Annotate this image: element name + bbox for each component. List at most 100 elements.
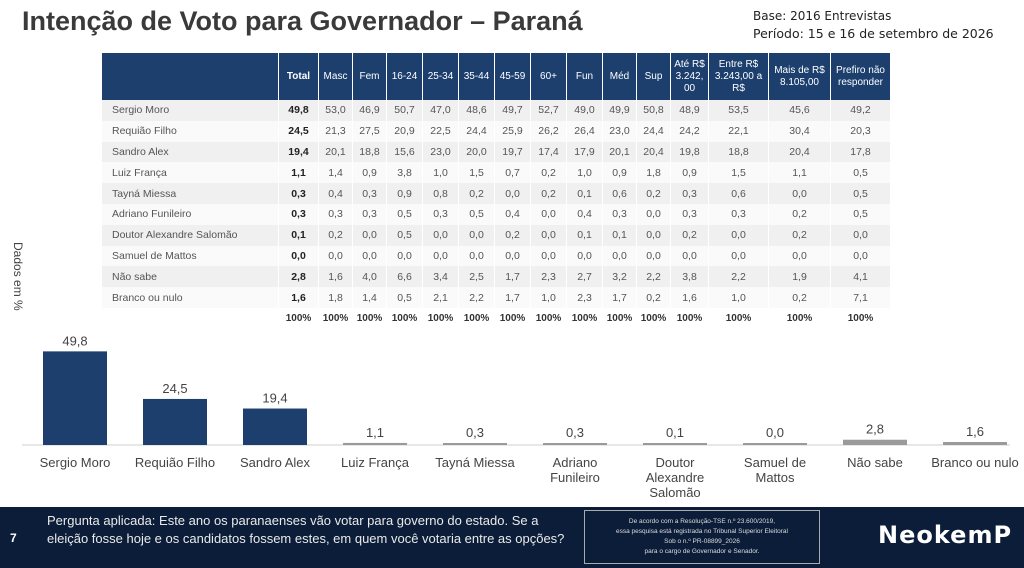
table-cell: 18,8 [708, 141, 768, 163]
bar [443, 443, 507, 445]
table-cell: 0,0 [352, 245, 386, 267]
table-row: Luiz França 1,1 1,4 0,9 3,8 1,0 1,5 0,7 0,2 1,0 0,… [102, 162, 890, 184]
table-cell: 0,0 [768, 183, 830, 204]
table-cell: 0,9 [386, 183, 422, 204]
legal-notice: De acordo com a Resolução-TSE n.º 23.600… [584, 510, 820, 564]
category-label: Adriano [553, 455, 598, 470]
column-header: 25-34 [422, 53, 458, 100]
table-cell: 0,0 [458, 224, 494, 246]
table-cell: 0,1 [566, 183, 602, 204]
column-header: Entre R$ 3.243,00 a R$ [708, 53, 768, 100]
column-header: Fun [566, 53, 602, 100]
table-cell: 0,9 [352, 162, 386, 184]
header-corner [102, 53, 278, 100]
survey-base: Base: 2016 Entrevistas [753, 9, 892, 23]
total-cell: 100% [422, 307, 458, 329]
table-cell: 0,0 [494, 245, 530, 267]
table-cell: 2,7 [566, 266, 602, 288]
row-label: Adriano Funileiro [102, 203, 278, 225]
category-label: Alexandre [646, 470, 705, 485]
bar [943, 441, 1007, 445]
table-cell: 20,9 [386, 120, 422, 142]
legal-line: essa pesquisa está registrada no Tribuna… [616, 528, 788, 535]
table-cell: 0,0 [422, 245, 458, 267]
table-cell: 3,8 [386, 162, 422, 184]
data-label: 24,5 [162, 381, 187, 396]
brand-logo: NeokemP [878, 521, 1013, 549]
table-cell: 0,2 [530, 183, 566, 204]
category-label: Não sabe [847, 455, 903, 470]
table-cell: 2,2 [708, 266, 768, 288]
data-label: 0,0 [766, 425, 784, 440]
table-cell: 0,3 [352, 203, 386, 225]
table-cell: 30,4 [768, 120, 830, 142]
table-cell: 2,3 [530, 266, 566, 288]
table-cell: 19,7 [494, 141, 530, 163]
table-cell: 0,3 [278, 183, 318, 204]
total-cell: 100% [566, 307, 602, 329]
table-cell: 0,0 [830, 224, 890, 246]
table-cell: 0,0 [636, 245, 670, 267]
table-cell: 0,4 [318, 183, 352, 204]
total-cell: 100% [458, 307, 494, 329]
table-cell: 0,0 [494, 183, 530, 204]
table-cell: 2,1 [422, 287, 458, 308]
total-cell: 100% [352, 307, 386, 329]
table-cell: 20,3 [830, 120, 890, 142]
table-cell: 6,6 [386, 266, 422, 288]
total-cell: 100% [708, 307, 768, 329]
table-cell: 15,6 [386, 141, 422, 163]
table-cell: 18,8 [352, 141, 386, 163]
category-label: Funileiro [550, 470, 600, 485]
table-cell: 20,4 [768, 141, 830, 163]
table-cell: 0,2 [768, 203, 830, 225]
table-cell: 2,2 [636, 266, 670, 288]
data-label: 19,4 [262, 391, 287, 406]
table-cell: 24,2 [670, 120, 708, 142]
table-cell: 0,0 [352, 224, 386, 246]
bar [543, 443, 607, 445]
table-cell: 0,0 [386, 245, 422, 267]
column-header: Até R$ 3.242, 00 [670, 53, 708, 100]
table-cell: 50,7 [386, 100, 422, 121]
table-cell: 0,0 [636, 203, 670, 225]
data-label: 0,3 [566, 425, 584, 440]
table-cell: 50,8 [636, 100, 670, 121]
data-label: 0,3 [466, 425, 484, 440]
table-row: Branco ou nulo 1,6 1,8 1,4 0,5 2,1 2,2 1,7 1,0 2,… [102, 287, 890, 308]
table-cell: 0,0 [530, 203, 566, 225]
total-label [102, 307, 278, 329]
table-cell: 0,2 [636, 183, 670, 204]
table-row: Requião Filho 24,5 21,3 27,5 20,9 22,5 24,4 25,… [102, 120, 890, 142]
table-cell: 0,2 [768, 224, 830, 246]
table-cell: 1,8 [318, 287, 352, 308]
table-cell: 0,2 [494, 224, 530, 246]
column-header: Mais de R$ 8.105,00 [768, 53, 830, 100]
table-cell: 0,5 [458, 203, 494, 225]
y-axis-label: Dados em % [11, 242, 25, 311]
category-label: Luiz França [341, 455, 410, 470]
table-cell: 0,0 [530, 224, 566, 246]
vote-bar-chart: 49,8 Sergio Moro 24,5 Requião Filho 19,4 Sand… [22, 333, 1019, 500]
table-cell: 0,4 [566, 203, 602, 225]
table-cell: 0,2 [768, 287, 830, 308]
table-cell: 1,6 [278, 287, 318, 308]
category-label: Samuel de [744, 455, 806, 470]
table-cell: 0,3 [602, 203, 636, 225]
table-cell: 53,5 [708, 100, 768, 121]
table-cell: 49,7 [494, 100, 530, 121]
legal-line: De acordo com a Resolução-TSE n.º 23.600… [628, 518, 776, 525]
table-cell: 2,8 [278, 266, 318, 288]
table-cell: 48,9 [670, 100, 708, 121]
question-text: Pergunta aplicada: Este ano os paranaens… [47, 513, 565, 546]
category-label: Sergio Moro [40, 455, 111, 470]
table-cell: 0,2 [636, 287, 670, 308]
total-cell: 100% [494, 307, 530, 329]
table-cell: 1,9 [768, 266, 830, 288]
table-cell: 27,5 [352, 120, 386, 142]
table-row: Samuel de Mattos 0,0 0,0 0,0 0,0 0,0 0,0 0,0 0,0… [102, 245, 890, 267]
total-cell: 100% [318, 307, 352, 329]
table-cell: 0,0 [602, 245, 636, 267]
data-label: 0,1 [666, 425, 684, 440]
table-cell: 53,0 [318, 100, 352, 121]
